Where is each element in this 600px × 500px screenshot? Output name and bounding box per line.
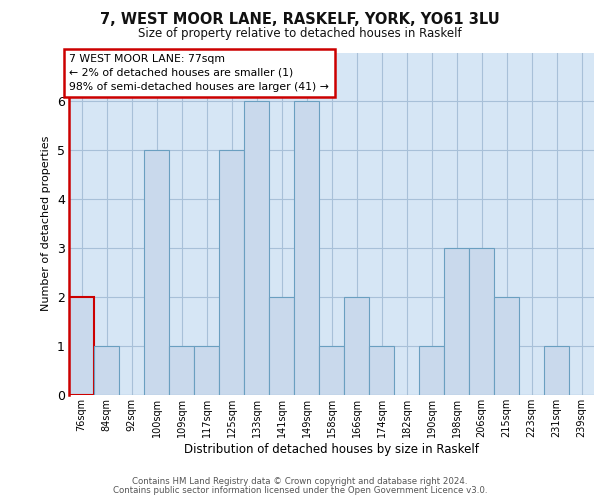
Bar — [469, 248, 494, 395]
Bar — [269, 297, 294, 395]
Text: 7, WEST MOOR LANE, RASKELF, YORK, YO61 3LU: 7, WEST MOOR LANE, RASKELF, YORK, YO61 3… — [100, 12, 500, 28]
Bar — [94, 346, 119, 395]
Bar — [219, 150, 244, 395]
Bar — [344, 297, 369, 395]
Bar — [69, 297, 94, 395]
Bar — [144, 150, 169, 395]
Bar — [494, 297, 519, 395]
X-axis label: Distribution of detached houses by size in Raskelf: Distribution of detached houses by size … — [184, 442, 479, 456]
Bar — [444, 248, 469, 395]
Text: 7 WEST MOOR LANE: 77sqm
← 2% of detached houses are smaller (1)
98% of semi-deta: 7 WEST MOOR LANE: 77sqm ← 2% of detached… — [69, 54, 329, 92]
Y-axis label: Number of detached properties: Number of detached properties — [41, 136, 51, 312]
Bar — [319, 346, 344, 395]
Bar — [294, 102, 319, 395]
Text: Size of property relative to detached houses in Raskelf: Size of property relative to detached ho… — [138, 28, 462, 40]
Bar — [169, 346, 194, 395]
Bar — [419, 346, 444, 395]
Bar — [544, 346, 569, 395]
Text: Contains public sector information licensed under the Open Government Licence v3: Contains public sector information licen… — [113, 486, 487, 495]
Bar — [244, 102, 269, 395]
Text: Contains HM Land Registry data © Crown copyright and database right 2024.: Contains HM Land Registry data © Crown c… — [132, 477, 468, 486]
Bar — [369, 346, 394, 395]
Bar — [194, 346, 219, 395]
